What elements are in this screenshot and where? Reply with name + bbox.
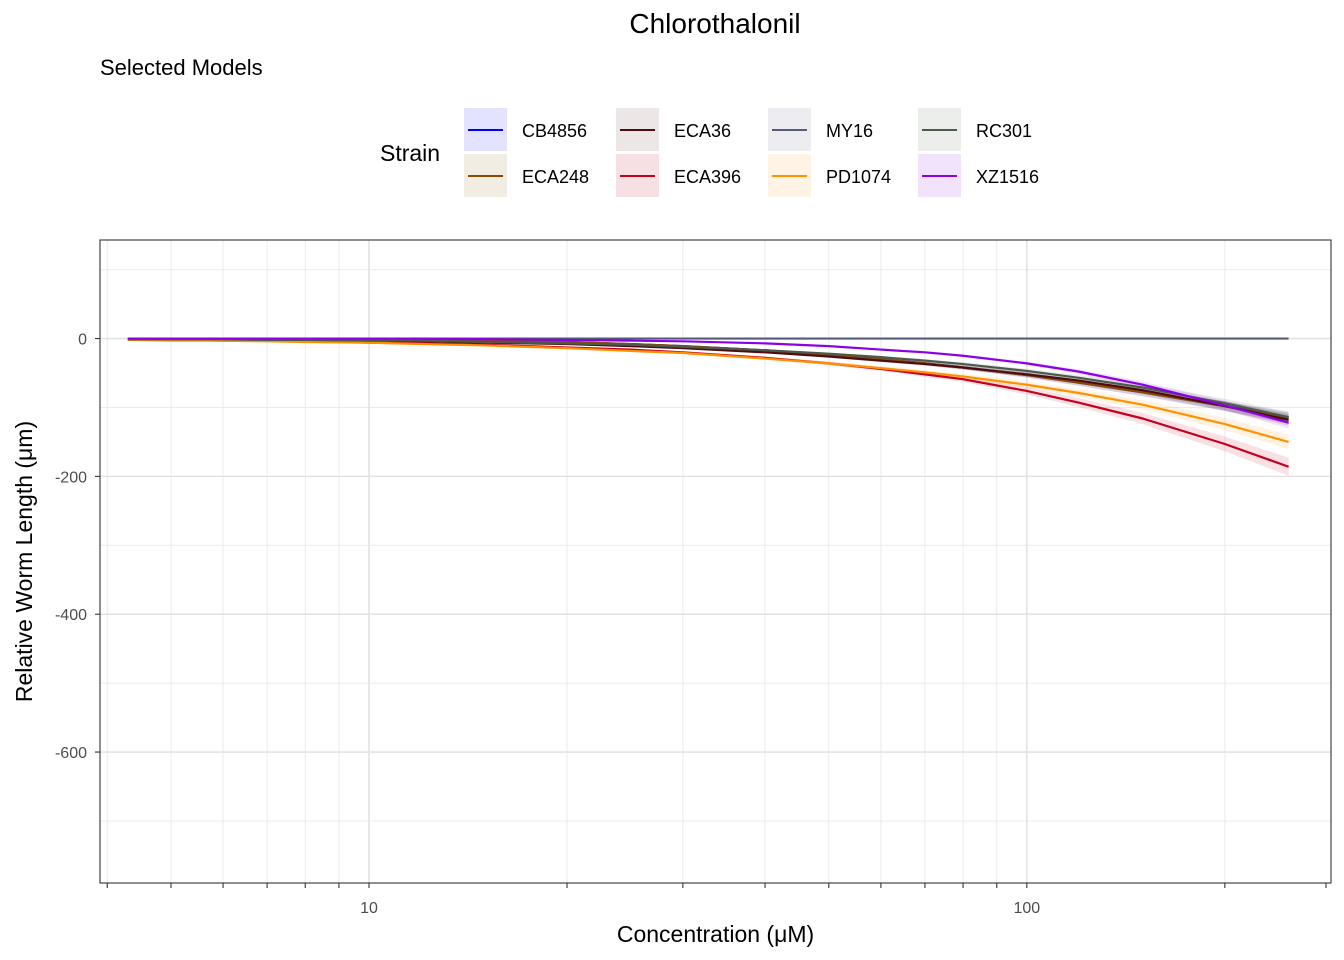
y-tick-label: -400 xyxy=(55,607,87,624)
ribbon-CB4856 xyxy=(127,338,1289,424)
legend-label: ECA36 xyxy=(674,121,732,141)
line-PD1074 xyxy=(127,338,1289,443)
ribbon-ECA248 xyxy=(127,338,1289,425)
chart-subtitle: Selected Models xyxy=(100,55,263,80)
legend-label: CB4856 xyxy=(522,121,588,141)
grid-lines xyxy=(100,240,1331,883)
axes: 10 100 0 -200 -400 -600 xyxy=(55,332,1327,917)
legend-line-XZ1516 xyxy=(922,175,957,178)
legend-line-RC301 xyxy=(922,129,957,132)
legend-line-ECA248 xyxy=(468,175,503,178)
line-XZ1516 xyxy=(127,337,1289,424)
y-tick-label: -200 xyxy=(55,469,87,486)
legend-key-MY16 xyxy=(768,108,811,151)
legend-line-CB4856 xyxy=(468,129,503,132)
legend-key-CB4856 xyxy=(464,108,507,151)
series-lines xyxy=(127,337,1289,468)
legend-key-ECA248 xyxy=(464,154,507,197)
legend-label: PD1074 xyxy=(826,167,892,187)
chart-title: Chlorothalonil xyxy=(629,8,801,39)
x-tick-label: 100 xyxy=(1013,900,1040,917)
y-axis-title: Relative Worm Length (μm) xyxy=(11,421,37,702)
legend-line-PD1074 xyxy=(772,175,807,178)
legend-line-ECA36 xyxy=(620,129,655,132)
y-tick-label: -600 xyxy=(55,745,87,762)
legend-key-XZ1516 xyxy=(918,154,961,197)
x-tick-label: 10 xyxy=(360,900,378,917)
x-axis-title: Concentration (μM) xyxy=(617,921,814,947)
legend-label: XZ1516 xyxy=(976,167,1040,187)
legend-label: RC301 xyxy=(976,121,1033,141)
panel-border xyxy=(99,239,1332,884)
legend-key-PD1074 xyxy=(768,154,811,197)
legend-title: Strain xyxy=(380,140,441,166)
legend-label: ECA248 xyxy=(522,167,590,187)
legend-label: ECA396 xyxy=(674,167,742,187)
legend-key-ECA36 xyxy=(616,108,659,151)
ribbon-PD1074 xyxy=(127,339,1289,450)
legend-line-MY16 xyxy=(772,129,807,132)
legend-key-RC301 xyxy=(918,108,961,151)
legend-line-ECA396 xyxy=(620,175,655,178)
legend-label: MY16 xyxy=(826,121,874,141)
legend-key-ECA396 xyxy=(616,154,659,197)
line-RC301 xyxy=(127,338,1289,419)
y-tick-label: 0 xyxy=(78,332,87,349)
